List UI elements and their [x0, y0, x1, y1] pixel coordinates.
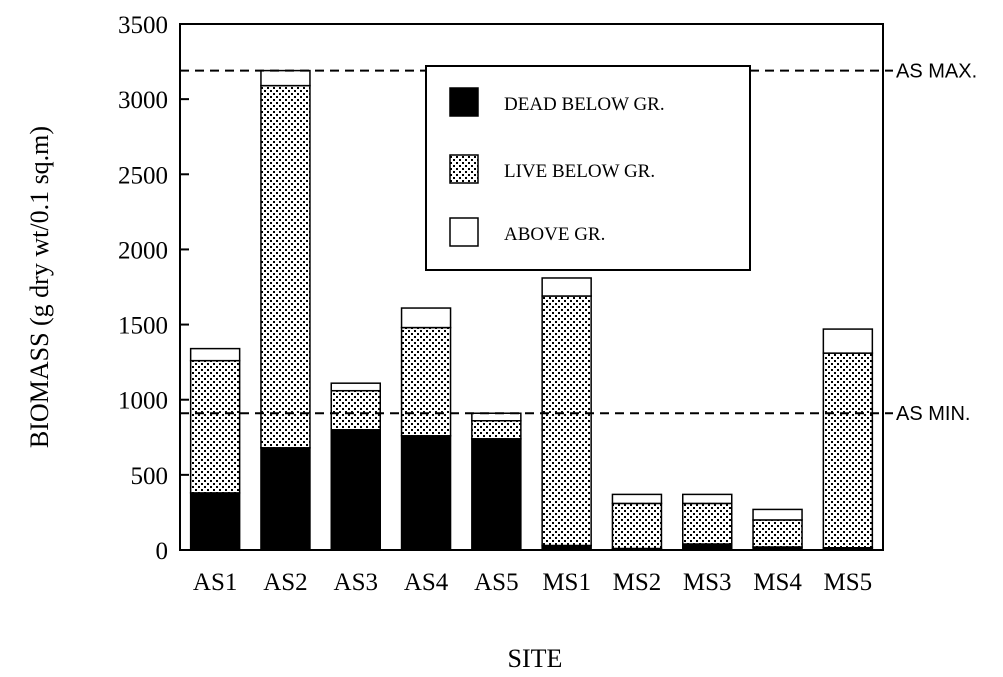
y-tick-label: 0: [156, 538, 169, 565]
x-tick-label: AS3: [334, 569, 378, 596]
bar-segment-as5-dead: [471, 438, 522, 551]
bar-segment-as1-live: [189, 359, 241, 494]
x-tick-label: AS1: [193, 569, 237, 596]
legend: DEAD BELOW GR. LIVE BELOW GR. ABOVE GR.: [425, 65, 751, 271]
y-tick-label: 3000: [118, 87, 168, 114]
bar-segment-ms5-live: [822, 352, 874, 549]
y-axis: 0 500 1000 1500 2000 2500 3000 3500: [118, 12, 189, 565]
bar-segment-ms4-live: [752, 519, 803, 548]
x-axis-title: SITE: [508, 644, 563, 673]
x-axis: AS1 AS2 AS3 AS4 AS5 MS1 MS2 MS3 MS4 MS5: [193, 543, 872, 596]
bar-segment-ms3-live: [682, 502, 733, 545]
x-tick-label: AS5: [474, 569, 518, 596]
legend-swatch-above: [449, 217, 479, 247]
bar-segment-as5-above: [471, 412, 522, 422]
x-tick-label: MS5: [824, 569, 873, 596]
bar-segment-as2-above: [260, 69, 311, 87]
bar-segment-as2-dead: [260, 447, 311, 551]
x-tick-label: MS3: [683, 569, 732, 596]
y-tick-label: 2000: [118, 237, 168, 264]
bar-segment-as3-live: [330, 389, 381, 431]
as-min-label: AS MIN.: [896, 403, 970, 425]
legend-label-live: LIVE BELOW GR.: [504, 161, 655, 182]
x-tick-label: MS4: [753, 569, 802, 596]
bar-segment-as5-live: [471, 420, 522, 440]
legend-swatch-dead: [449, 87, 479, 117]
plot-area: [179, 23, 884, 551]
y-tick-label: 2500: [118, 162, 168, 189]
x-tick-label: MS1: [542, 569, 591, 596]
bar-segment-ms1-live: [541, 295, 592, 547]
legend-box: [425, 65, 751, 271]
bar-segment-ms3-dead: [682, 543, 733, 551]
bar-segment-ms5-above: [822, 328, 874, 354]
y-tick-label: 1500: [118, 313, 168, 340]
plot-frame: [179, 23, 884, 551]
bar-segment-as3-dead: [330, 429, 381, 551]
bar-segment-as4-above: [400, 307, 452, 329]
y-tick-label: 3500: [118, 12, 168, 39]
x-tick-label: AS2: [263, 569, 307, 596]
x-tick-label: AS4: [404, 569, 449, 596]
reference-lines: AS MAX. AS MIN.: [180, 61, 977, 425]
bar-segment-ms2-above: [611, 493, 663, 505]
bar-segment-ms1-above: [541, 277, 592, 297]
bar-segment-as4-dead: [400, 435, 452, 551]
legend-label-dead: DEAD BELOW GR.: [504, 94, 665, 115]
as-max-label: AS MAX.: [896, 61, 977, 83]
bar-segment-ms4-above: [752, 508, 803, 521]
x-tick-label: MS2: [613, 569, 662, 596]
bar-segment-as4-live: [400, 326, 452, 437]
bar-segment-ms2-live: [611, 502, 663, 550]
legend-swatch-live: [449, 154, 479, 184]
legend-label-above: ABOVE GR.: [504, 224, 605, 245]
y-tick-label: 1000: [118, 388, 168, 415]
bar-segment-ms3-above: [682, 493, 733, 505]
y-tick-label: 500: [131, 463, 169, 490]
bar-segment-as1-dead: [189, 492, 241, 551]
bar-segment-as2-live: [260, 84, 311, 449]
bars: [189, 69, 874, 551]
y-axis-title: BIOMASS (g dry wt/0.1 sq.m): [25, 126, 54, 448]
bar-segment-as1-above: [189, 347, 241, 362]
bar-segment-as3-above: [330, 382, 381, 392]
